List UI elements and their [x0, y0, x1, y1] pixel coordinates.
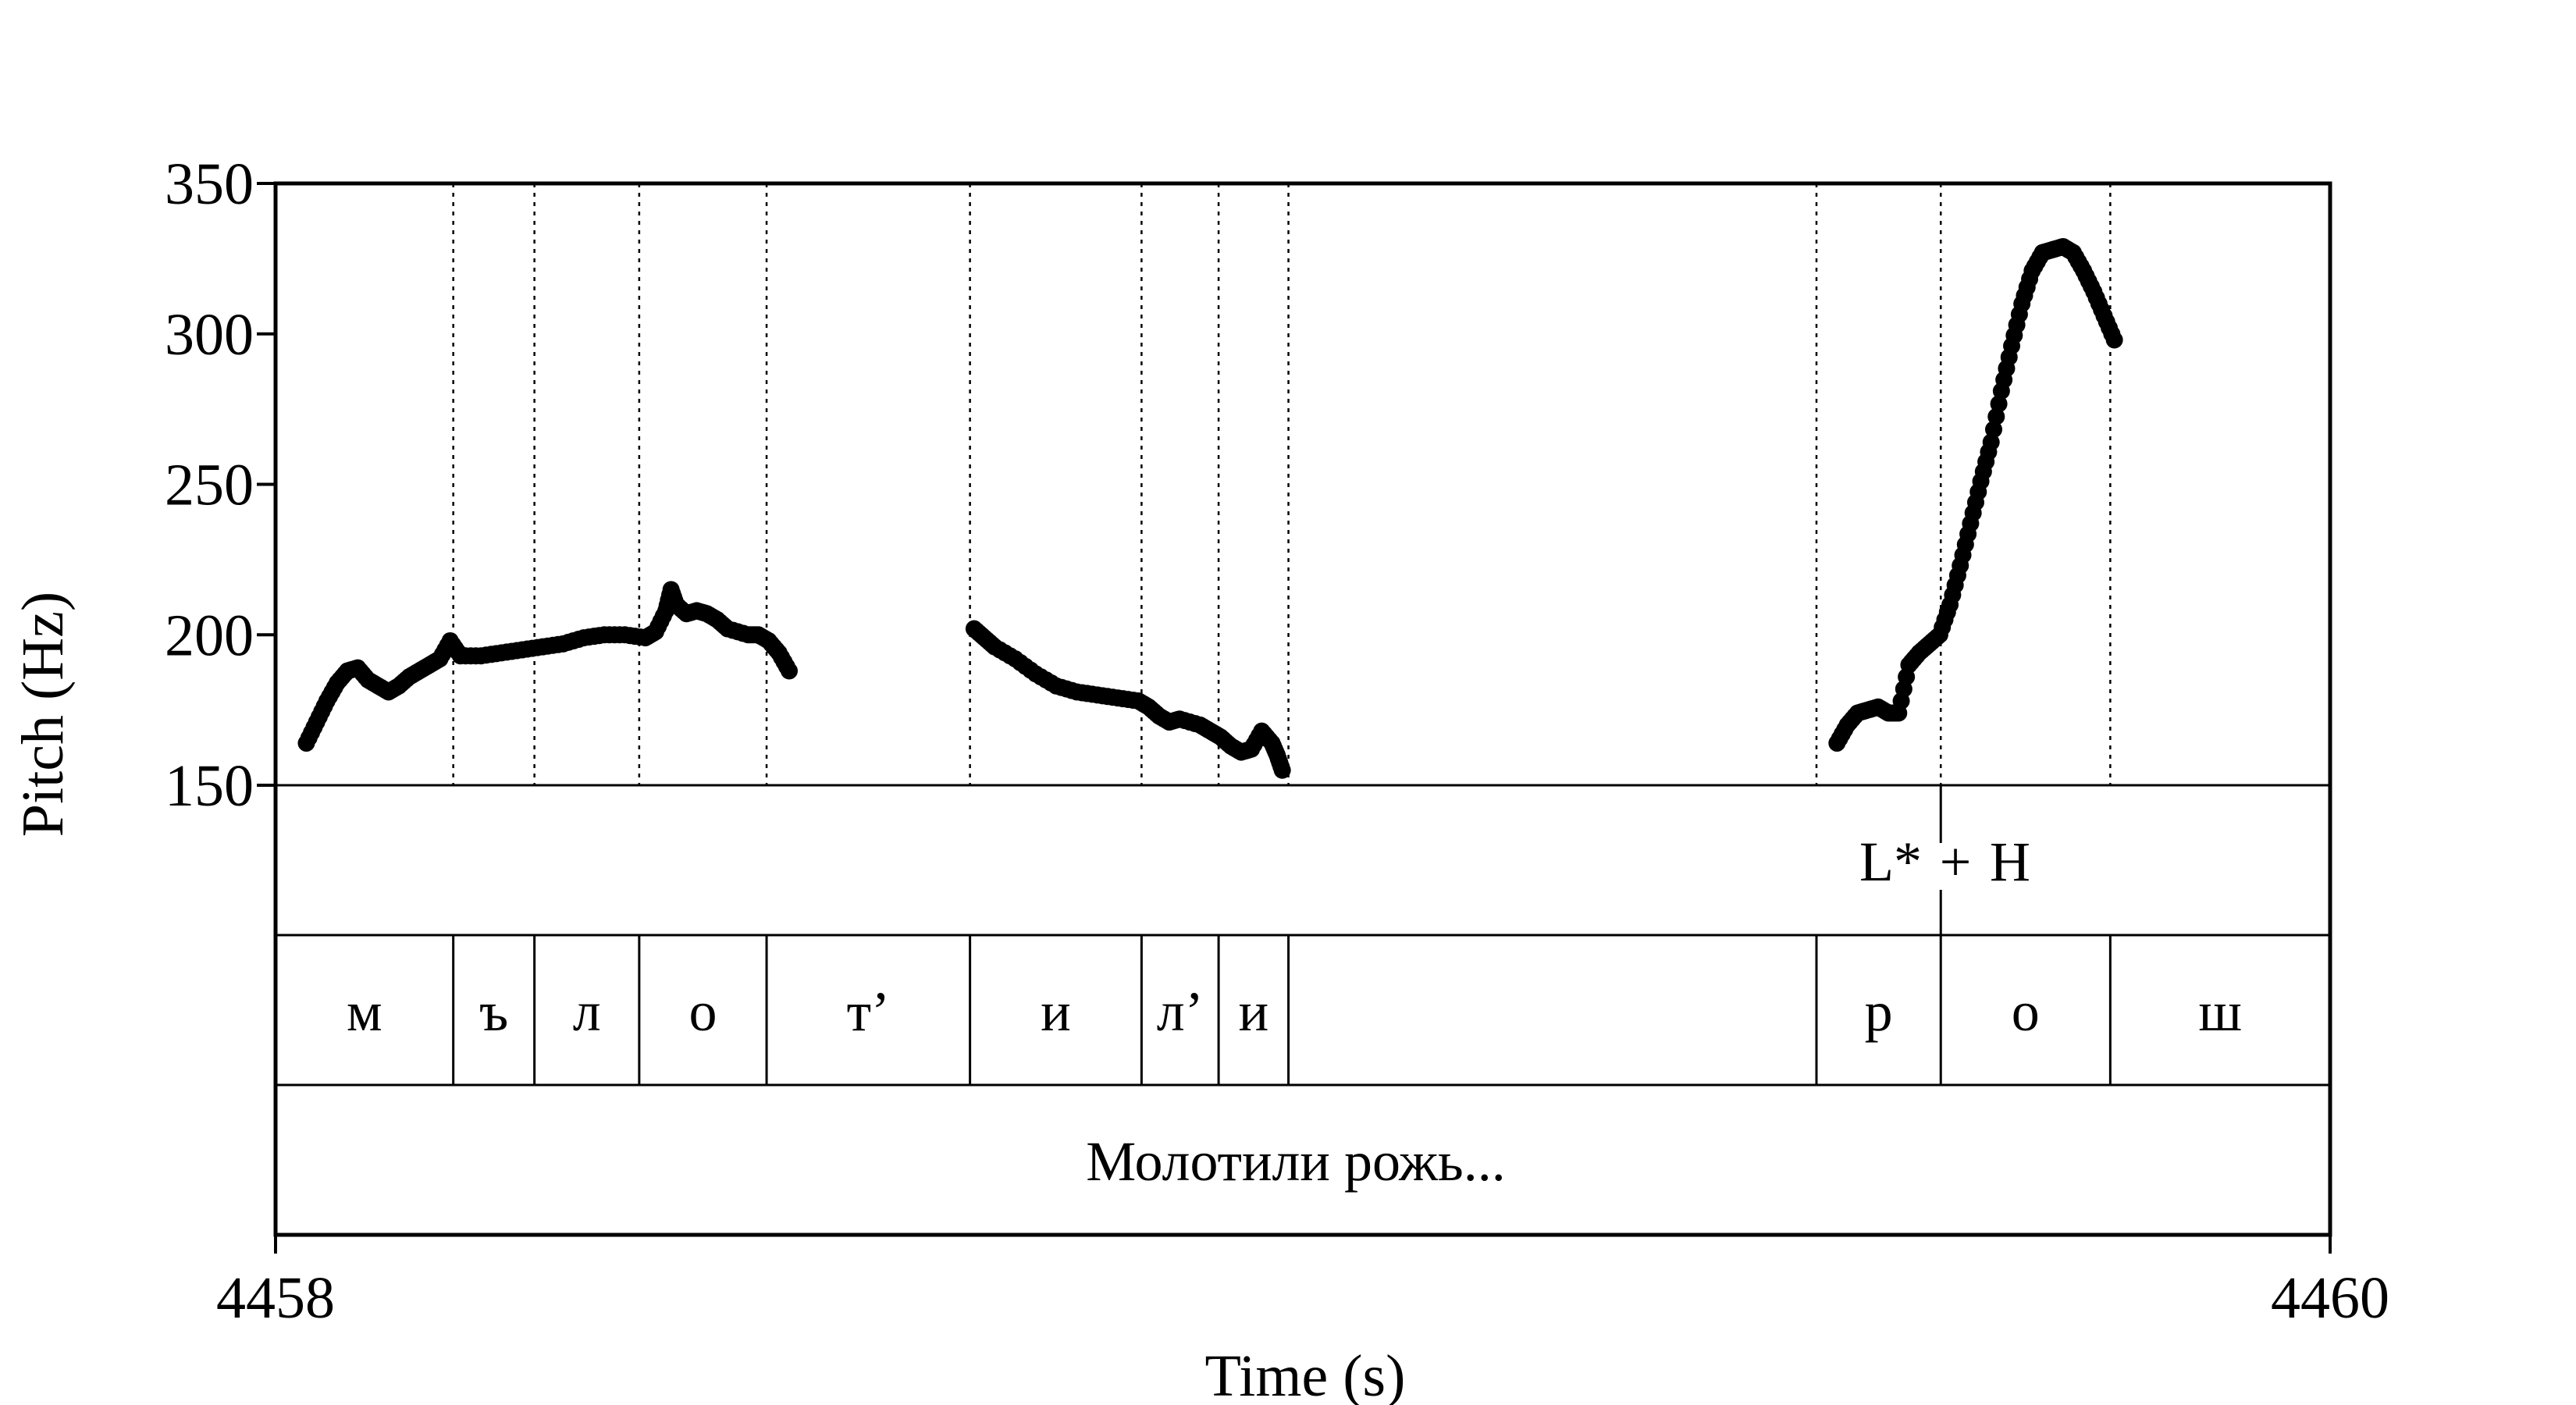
y-tick-label-4: 350	[165, 151, 254, 217]
phone-label-6: л’	[1157, 980, 1204, 1043]
pitch-points	[297, 237, 2123, 779]
phone-label-1: ъ	[479, 980, 508, 1043]
pitch-point-fill	[1990, 395, 2008, 413]
utterance-text: Молотили рожь...	[1086, 1130, 1506, 1193]
y-tick-label-3: 300	[165, 302, 254, 368]
y-tick-label-1: 200	[165, 603, 254, 668]
segment-boundaries	[452, 183, 2112, 1085]
phone-label-5: и	[1041, 980, 1071, 1043]
y-axis: 150 200 250 300 350	[165, 151, 276, 819]
phone-label-2: л	[573, 980, 601, 1043]
phone-label-4: т’	[847, 980, 890, 1043]
y-tick-label-2: 250	[165, 453, 254, 518]
x-axis-title: Time (s)	[1205, 1343, 1406, 1405]
pitch-point-62	[1273, 761, 1291, 779]
phone-label-11: ш	[2198, 980, 2241, 1043]
pitch-point-fill	[1985, 421, 2003, 439]
phone-label-9: р	[1865, 980, 1893, 1043]
pitch-point-78	[1982, 433, 2000, 451]
tone-plus: +	[1940, 831, 1972, 893]
phone-label-0: м	[347, 980, 382, 1043]
phone-label-3: о	[688, 980, 717, 1043]
tone-tier: L* + H	[1859, 785, 2030, 935]
y-tick-label-0: 150	[165, 753, 254, 819]
pitch-point-fill	[1987, 407, 2005, 425]
phone-label-10: о	[2012, 980, 2040, 1043]
plot-frame	[273, 181, 2332, 1237]
x-tick-label-0: 4458	[216, 1265, 335, 1331]
phone-label-7: и	[1239, 980, 1269, 1043]
tone-l-star: L*	[1859, 831, 1922, 893]
x-axis: 4458 4460	[216, 1235, 2389, 1331]
pitch-point-90	[2105, 331, 2123, 349]
tone-h: H	[1990, 831, 2030, 893]
x-tick-label-1: 4460	[2271, 1265, 2389, 1331]
y-axis-title: Pitch (Hz)	[10, 592, 76, 837]
pitch-point-38	[781, 662, 798, 680]
phone-tier: м ъ л о т’ и л’ и р о ш	[347, 980, 2242, 1043]
